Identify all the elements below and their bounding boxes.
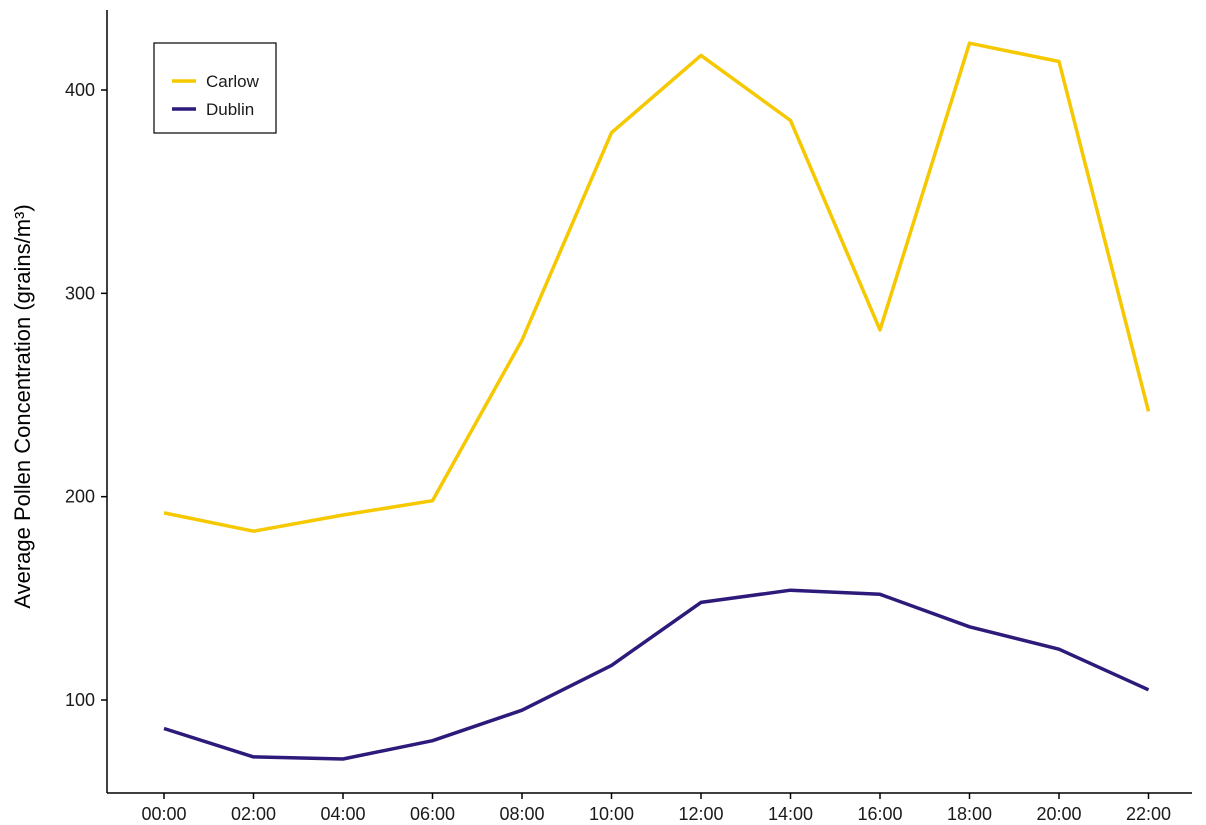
y-tick-label: 400 <box>65 80 95 100</box>
series-layer <box>163 41 1151 761</box>
axes <box>106 10 1192 794</box>
legend-label: Carlow <box>206 72 260 91</box>
x-tick-label: 10:00 <box>589 804 634 824</box>
series-line-dublin <box>163 588 1150 761</box>
x-tick-label: 16:00 <box>857 804 902 824</box>
x-tick-label: 20:00 <box>1036 804 1081 824</box>
x-tick-label: 06:00 <box>410 804 455 824</box>
x-tick-label: 14:00 <box>768 804 813 824</box>
legend: Carlow Dublin <box>153 42 277 134</box>
x-tick-label: 18:00 <box>947 804 992 824</box>
x-tick-label: 04:00 <box>320 804 365 824</box>
y-tick-label: 100 <box>65 690 95 710</box>
x-ticks: 00:00 02:00 04:00 06:00 08:00 10:00 12:00 14:00… <box>141 793 1171 824</box>
x-tick-label: 00:00 <box>141 804 186 824</box>
y-tick-label: 300 <box>65 283 95 303</box>
y-tick-label: 200 <box>65 487 95 507</box>
y-ticks: 100 200 300 400 <box>65 80 107 710</box>
x-tick-label: 08:00 <box>499 804 544 824</box>
y-axis-title: Average Pollen Concentration (grains/m³) <box>10 204 35 608</box>
series-line-carlow <box>163 41 1151 533</box>
x-tick-label: 02:00 <box>231 804 276 824</box>
legend-box <box>153 42 277 134</box>
x-tick-label: 22:00 <box>1126 804 1171 824</box>
x-tick-label: 12:00 <box>678 804 723 824</box>
legend-label: Dublin <box>206 100 254 119</box>
